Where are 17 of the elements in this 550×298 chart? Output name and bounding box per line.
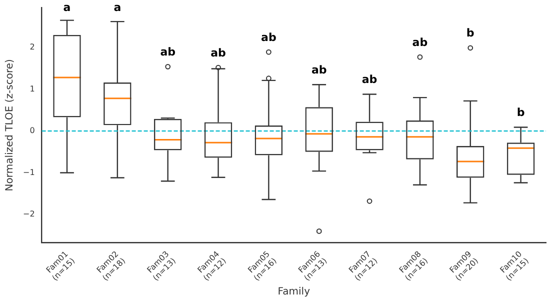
y-tick-label: 0 — [30, 126, 35, 136]
y-axis-title: Normalized TLOE (z-score) — [4, 58, 16, 192]
y-tick-label: 1 — [30, 84, 35, 94]
annotation: ab — [261, 30, 276, 44]
y-tick-label: −1 — [22, 168, 35, 177]
x-axis-title: Family — [278, 286, 310, 298]
annotation: ab — [210, 46, 226, 60]
annotation: ab — [412, 36, 428, 49]
annotation: b — [466, 26, 474, 40]
annotation: ab — [362, 73, 378, 86]
annotation: a — [63, 0, 71, 14]
y-tick-label: −2 — [22, 210, 35, 219]
annotation: a — [114, 0, 122, 14]
annotation: b — [516, 106, 525, 120]
annotation: ab — [160, 46, 176, 59]
y-tick-label: 2 — [30, 42, 35, 52]
annotation: ab — [311, 63, 327, 76]
